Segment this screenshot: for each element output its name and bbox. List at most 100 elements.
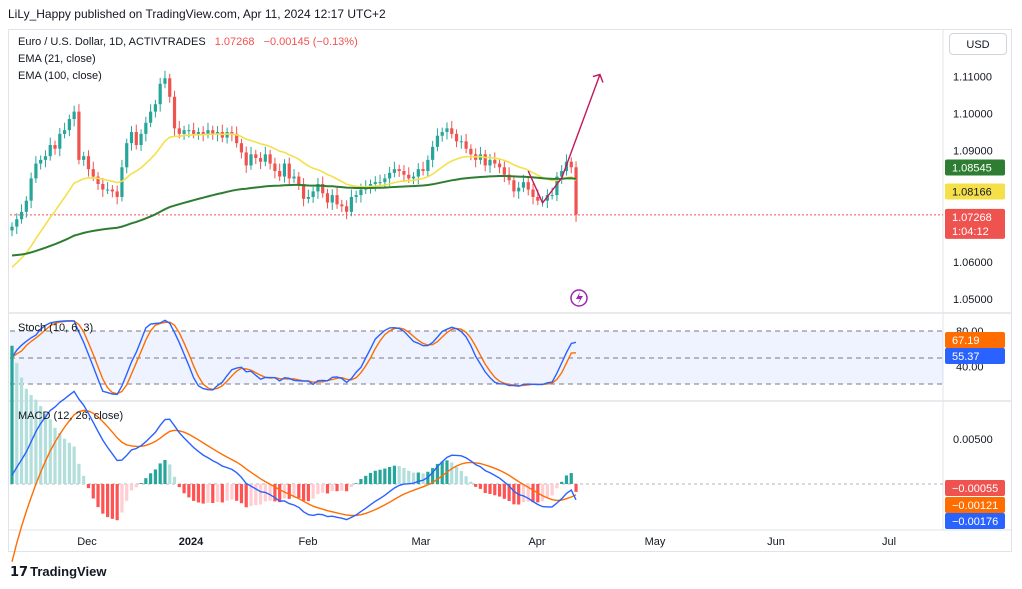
macd-bar <box>67 442 71 484</box>
candle <box>345 200 349 220</box>
candle <box>115 185 119 205</box>
currency-button[interactable]: USD <box>949 33 1007 55</box>
candle <box>273 157 277 179</box>
macd-bar <box>144 478 148 484</box>
candle <box>134 124 138 150</box>
price-tick-label: 1.09000 <box>953 146 993 158</box>
macd-bar <box>564 475 569 484</box>
svg-text:−0.00176: −0.00176 <box>952 516 998 528</box>
candle <box>574 161 578 222</box>
macd-bar <box>15 363 19 484</box>
candle <box>512 175 516 198</box>
svg-text:1.07268: 1.07268 <box>952 212 992 224</box>
candle <box>211 125 215 140</box>
ema21-price-badge: 1.08166 <box>945 183 1005 200</box>
macd-bar <box>91 484 95 499</box>
macd-bar <box>206 484 210 503</box>
candle <box>555 172 559 202</box>
macd-bar <box>383 468 387 484</box>
candle <box>254 149 258 164</box>
candle <box>402 165 406 183</box>
candle <box>483 149 487 172</box>
macd-bar <box>364 475 368 484</box>
ema21-line <box>11 133 577 268</box>
macd-bar <box>201 484 205 504</box>
candle <box>29 172 33 209</box>
candle <box>459 135 463 149</box>
legend-ema21[interactable]: EMA (21, close) <box>18 53 96 65</box>
macd-bar <box>239 484 244 504</box>
legend-stoch[interactable]: Stoch (10, 6, 3) <box>18 322 94 334</box>
macd-bar <box>531 484 535 503</box>
candle <box>340 199 344 213</box>
macd-bar <box>550 484 554 496</box>
ema100-line <box>11 175 577 257</box>
candle <box>354 190 358 203</box>
stoch-d-line <box>11 320 577 395</box>
candle <box>39 155 43 170</box>
candle <box>569 157 573 174</box>
macd-bar <box>469 481 473 484</box>
candle <box>196 127 201 140</box>
footer-brand[interactable]: 17 TradingView <box>10 564 106 580</box>
candle <box>426 155 430 177</box>
macd-bar <box>24 388 28 484</box>
macd-bar <box>110 484 114 519</box>
macd-bar <box>502 484 506 499</box>
candle <box>378 174 382 187</box>
candle <box>182 125 186 140</box>
macd-bar <box>82 475 86 484</box>
projection-arrow <box>527 74 601 205</box>
candle <box>282 159 287 183</box>
macd-bar <box>129 484 134 491</box>
macd-bar <box>196 484 201 503</box>
macd-bar <box>101 484 105 514</box>
macd-bar <box>450 462 454 484</box>
macd-bar <box>540 484 545 502</box>
macd-bar <box>172 476 177 484</box>
candle <box>34 156 38 183</box>
price-badges-group: 1.08545 1.08166 1.07268 1:04:12 67.19 55.37 −0… <box>945 159 1005 529</box>
price-tick-label: 1.05000 <box>953 294 993 306</box>
candle <box>531 183 535 205</box>
macd-bar <box>474 484 478 487</box>
macd-bar <box>268 484 272 501</box>
macd-bar <box>325 484 330 494</box>
candle <box>43 150 48 168</box>
macd-bar <box>407 470 411 484</box>
candle <box>268 149 272 170</box>
macd-bar <box>292 484 296 498</box>
legend-ema100[interactable]: EMA (100, close) <box>18 70 102 82</box>
candle <box>163 70 167 89</box>
macd-bar <box>483 484 487 493</box>
price-tick-label: 1.06000 <box>953 257 993 269</box>
candle <box>397 164 401 177</box>
macd-bar <box>139 483 143 484</box>
candle <box>206 122 210 139</box>
candle <box>330 189 334 210</box>
legend-macd[interactable]: MACD (12, 26, close) <box>18 410 124 422</box>
candle <box>96 172 100 190</box>
candle <box>10 222 14 237</box>
macd-bar <box>464 476 468 484</box>
stoch-d-badge: 67.19 <box>945 332 1005 348</box>
svg-text:−0.00055: −0.00055 <box>952 483 998 495</box>
candle <box>388 166 392 186</box>
macd-bar <box>58 432 62 484</box>
macd-bar <box>62 438 67 484</box>
macd-signal-line <box>11 409 577 562</box>
candle <box>53 140 57 155</box>
macd-bar <box>440 461 444 484</box>
macd-bar <box>182 484 186 494</box>
candle <box>263 146 267 167</box>
candle <box>335 187 339 209</box>
lightning-icon[interactable] <box>570 289 588 307</box>
candle <box>258 152 263 170</box>
macd-bar <box>493 484 497 496</box>
legend-symbol[interactable]: Euro / U.S. Dollar, 1D, ACTIVTRADES <box>18 36 206 48</box>
macd-bar <box>72 446 76 484</box>
macd-bar <box>306 484 310 502</box>
macd-bar <box>340 484 344 491</box>
candle <box>411 172 416 185</box>
